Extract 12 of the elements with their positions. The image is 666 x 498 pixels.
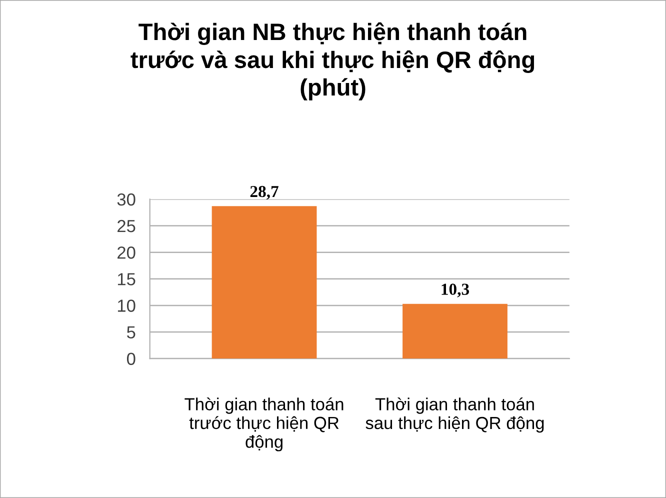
data-label: 28,7 — [250, 186, 278, 200]
chart-title: Thời gian NB thực hiện thanh toán trước và sau khi thực hiện QR động (phút) — [130, 22, 534, 100]
data-label: 10,3 — [442, 284, 470, 298]
y-tick-label: 5 — [127, 326, 136, 338]
y-tick-label: 25 — [118, 220, 136, 232]
y-tick-label: 10 — [118, 300, 136, 312]
y-tick-label: 20 — [118, 246, 136, 259]
y-tick-label: 15 — [118, 273, 136, 286]
y-tick-label: 30 — [117, 193, 136, 206]
x-tick-label: Thời gian thanh toán sau thực hiện QR động — [366, 397, 544, 433]
x-tick-label: Thời gian thanh toán trước thực hiện QR động — [184, 397, 344, 452]
y-tick-label: 0 — [126, 352, 136, 366]
